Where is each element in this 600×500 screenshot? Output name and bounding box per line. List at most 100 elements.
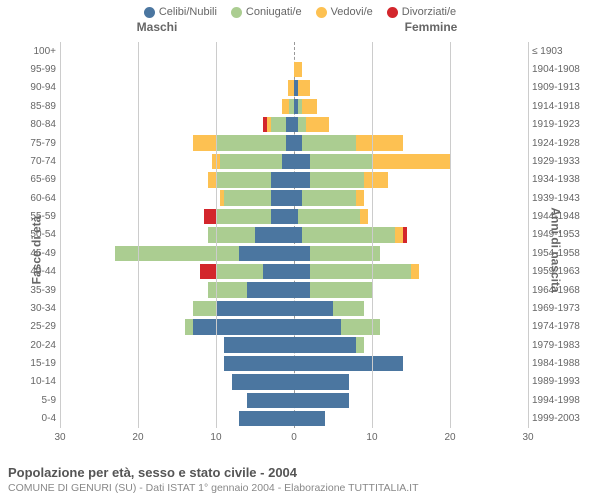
bar-female: [294, 393, 349, 408]
bar-segment-single: [294, 246, 310, 261]
legend-label: Divorziati/e: [402, 6, 456, 18]
bar-segment-married: [193, 301, 216, 316]
bar-segment-single: [247, 393, 294, 408]
age-row: 15-191984-1988: [60, 354, 528, 372]
bar-female: [294, 337, 364, 352]
age-row: 55-591944-1948: [60, 207, 528, 225]
bar-male: [247, 393, 294, 408]
bar-male: [185, 319, 294, 334]
bar-segment-married: [271, 117, 287, 132]
bar-segment-widowed: [306, 117, 329, 132]
bar-female: [294, 411, 325, 426]
x-tick: 0: [291, 432, 297, 443]
bar-segment-married: [216, 135, 286, 150]
bar-segment-single: [282, 154, 294, 169]
age-label: 90-94: [4, 82, 56, 93]
bar-male: [232, 374, 294, 389]
bar-female: [294, 190, 364, 205]
bar-male: [282, 99, 294, 114]
bar-segment-single: [271, 209, 294, 224]
bar-segment-married: [302, 190, 357, 205]
bar-segment-married: [220, 154, 282, 169]
bar-segment-single: [286, 117, 294, 132]
x-tick: 30: [522, 432, 533, 443]
age-row: 20-241979-1983: [60, 336, 528, 354]
bar-segment-single: [294, 190, 302, 205]
bar-segment-married: [302, 227, 396, 242]
bar-segment-married: [310, 264, 411, 279]
bar-female: [294, 227, 407, 242]
age-label: 5-9: [4, 395, 56, 406]
bar-segment-widowed: [298, 80, 310, 95]
legend-label: Celibi/Nubili: [159, 6, 217, 18]
age-label: 60-64: [4, 193, 56, 204]
birth-year-label: 1939-1943: [532, 193, 598, 204]
birth-year-label: 1929-1933: [532, 156, 598, 167]
gridline: [138, 42, 139, 428]
x-tick: 10: [210, 432, 221, 443]
bar-segment-married: [115, 246, 240, 261]
birth-year-label: 1954-1958: [532, 248, 598, 259]
header-female: Femmine: [294, 20, 528, 34]
x-tick: 30: [54, 432, 65, 443]
gridline: [216, 42, 217, 428]
header-male: Maschi: [60, 20, 294, 34]
bar-male: [239, 411, 294, 426]
birth-year-label: 1914-1918: [532, 101, 598, 112]
bar-segment-divorced: [204, 209, 216, 224]
birth-year-label: 1964-1968: [532, 285, 598, 296]
bar-segment-single: [255, 227, 294, 242]
bar-segment-widowed: [356, 190, 364, 205]
birth-year-label: 1984-1988: [532, 358, 598, 369]
bar-segment-single: [294, 356, 403, 371]
legend: Celibi/NubiliConiugati/eVedovi/eDivorzia…: [0, 0, 600, 20]
bar-segment-married: [333, 301, 364, 316]
legend-swatch: [387, 7, 398, 18]
bar-female: [294, 172, 388, 187]
birth-year-label: 1994-1998: [532, 395, 598, 406]
bar-male: [193, 135, 294, 150]
age-label: 50-54: [4, 229, 56, 240]
bar-segment-widowed: [193, 135, 216, 150]
bar-segment-married: [216, 172, 271, 187]
bar-female: [294, 319, 380, 334]
bar-male: [224, 337, 294, 352]
bar-segment-single: [239, 411, 294, 426]
bar-segment-married: [310, 282, 372, 297]
age-label: 45-49: [4, 248, 56, 259]
age-row: 90-941909-1913: [60, 79, 528, 97]
gridline: [528, 42, 529, 428]
chart-subtitle: COMUNE DI GENURI (SU) - Dati ISTAT 1° ge…: [8, 482, 592, 494]
bar-male: [220, 190, 294, 205]
chart-area: 100+≤ 190395-991904-190890-941909-191385…: [60, 42, 528, 428]
bar-segment-single: [263, 264, 294, 279]
bar-female: [294, 282, 372, 297]
birth-year-label: 1909-1913: [532, 82, 598, 93]
age-label: 55-59: [4, 211, 56, 222]
bar-segment-widowed: [208, 172, 216, 187]
age-label: 95-99: [4, 64, 56, 75]
birth-year-label: 1979-1983: [532, 340, 598, 351]
bar-female: [294, 209, 368, 224]
bar-segment-divorced: [403, 227, 407, 242]
legend-item: Divorziati/e: [387, 6, 456, 18]
bar-segment-married: [310, 154, 372, 169]
age-label: 80-84: [4, 119, 56, 130]
bar-female: [294, 99, 317, 114]
x-tick: 10: [366, 432, 377, 443]
bar-segment-widowed: [356, 135, 403, 150]
bar-segment-married: [356, 337, 364, 352]
bar-segment-single: [294, 393, 349, 408]
bar-female: [294, 135, 403, 150]
age-row: 70-741929-1933: [60, 152, 528, 170]
legend-item: Vedovi/e: [316, 6, 373, 18]
age-row: 25-291974-1978: [60, 318, 528, 336]
bar-segment-single: [294, 411, 325, 426]
x-tick: 20: [444, 432, 455, 443]
legend-swatch: [316, 7, 327, 18]
age-row: 80-841919-1923: [60, 116, 528, 134]
bar-segment-single: [271, 172, 294, 187]
bar-segment-married: [224, 190, 271, 205]
bar-segment-single: [224, 337, 294, 352]
bar-female: [294, 374, 349, 389]
